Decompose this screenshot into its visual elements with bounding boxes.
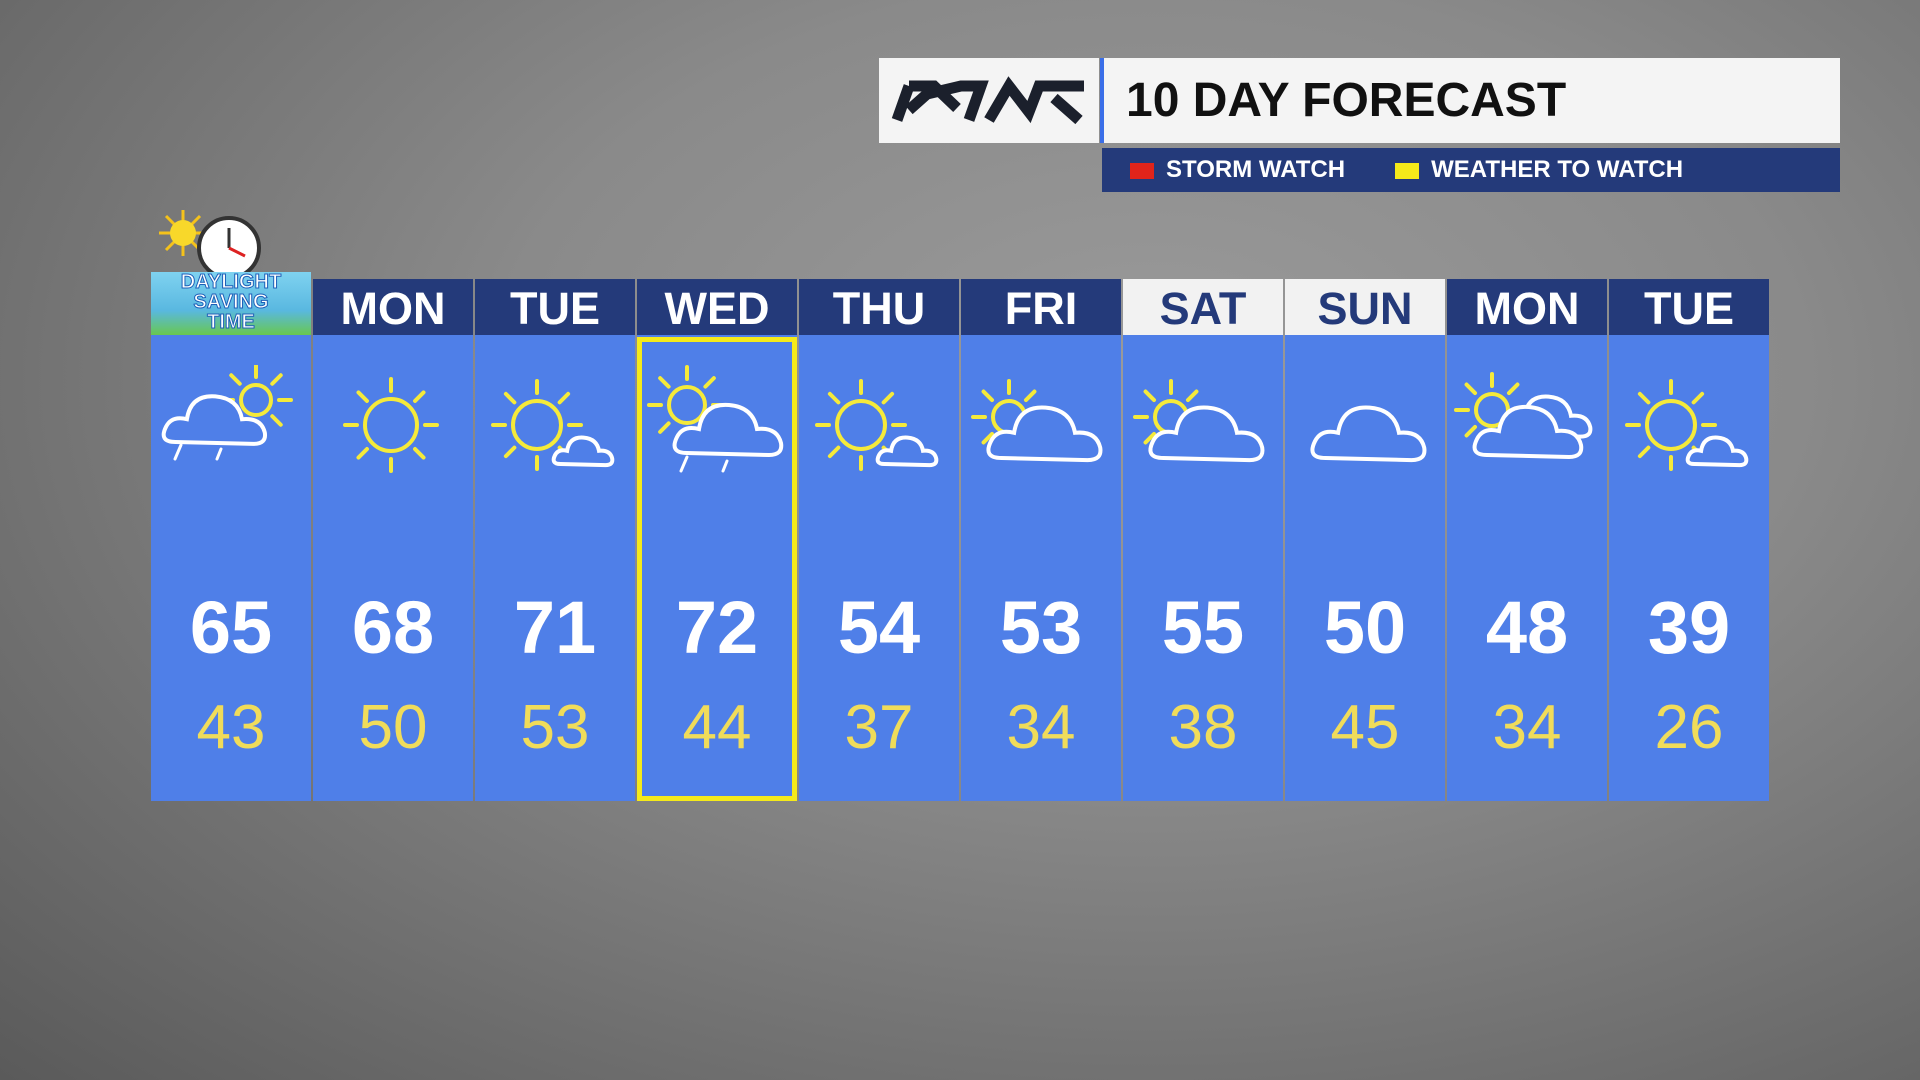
high-temp: 55	[1161, 586, 1245, 669]
low-temp: 38	[1168, 693, 1238, 762]
day-name: THU	[799, 279, 959, 335]
day-column: WED 72 44	[637, 279, 797, 801]
legend: STORM WATCH WEATHER TO WATCH	[1102, 148, 1840, 192]
low-temp: 53	[520, 693, 590, 762]
day-panel: 68 50	[313, 335, 473, 801]
weather-icon	[1133, 379, 1265, 463]
badge-art	[159, 210, 261, 280]
day-panel: 65 43	[151, 335, 311, 801]
high-temp: 48	[1485, 586, 1569, 669]
low-temp: 34	[1492, 693, 1562, 762]
high-temp: 72	[675, 586, 759, 669]
high-temp: 68	[351, 586, 435, 669]
legend-swatch	[1130, 162, 1154, 179]
day-panel: 50 45	[1285, 335, 1445, 801]
low-temp: 26	[1654, 693, 1724, 762]
high-temp: 53	[999, 586, 1083, 669]
day-column: SUN 50 45	[1285, 279, 1445, 801]
weather-icon	[1625, 379, 1749, 471]
weather-icon	[1310, 405, 1427, 463]
high-temp: 65	[189, 586, 273, 669]
kia-logo	[891, 76, 1084, 125]
high-temp: 71	[513, 586, 597, 669]
day-name: TUE	[1609, 279, 1769, 335]
day-panel: 71 53	[475, 335, 635, 801]
day-panel: 48 34	[1447, 335, 1607, 801]
badge: DAYLIGHT SAVING TIME	[151, 272, 311, 336]
legend-swatch	[1395, 162, 1420, 179]
day-panel: 54 37	[799, 335, 959, 801]
day-name: MON	[313, 279, 473, 335]
low-temp: 43	[196, 693, 266, 762]
title: 10 DAY FORECAST	[1100, 58, 1840, 143]
day-name: MON	[1447, 279, 1607, 335]
logo	[879, 58, 1099, 143]
weather-icon	[1454, 372, 1593, 460]
legend-item: WEATHER TO WATCH	[1395, 156, 1683, 184]
day-panel: 39 26	[1609, 335, 1769, 801]
high-temp: 54	[837, 586, 921, 669]
day-column: 65 43	[151, 279, 311, 801]
weather-icon	[161, 365, 293, 461]
legend-label: STORM WATCH	[1166, 156, 1346, 183]
badge-line: TIME	[207, 311, 256, 333]
day-name: TUE	[475, 279, 635, 335]
day-column: SAT 55 38	[1123, 279, 1283, 801]
day-name: SAT	[1123, 279, 1283, 335]
day-column: TUE 39 26	[1609, 279, 1769, 801]
day-name: FRI	[961, 279, 1121, 335]
low-temp: 37	[844, 693, 914, 762]
badge-line: DAYLIGHT	[180, 271, 282, 293]
low-temp: 44	[682, 693, 752, 762]
weather-icon	[971, 379, 1103, 463]
weather-icon	[647, 365, 784, 473]
day-column: MON 48 34	[1447, 279, 1607, 801]
day-column: TUE 71 53	[475, 279, 635, 801]
low-temp: 45	[1330, 693, 1400, 762]
day-name: WED	[637, 279, 797, 335]
legend-item: STORM WATCH	[1130, 156, 1345, 184]
high-temp: 50	[1323, 586, 1407, 669]
day-column: THU 54 37	[799, 279, 959, 801]
badge-line: SAVING	[193, 291, 269, 313]
legend-label: WEATHER TO WATCH	[1431, 156, 1684, 183]
high-temp: 39	[1647, 586, 1731, 669]
low-temp: 34	[1006, 693, 1076, 762]
low-temp: 50	[358, 693, 428, 762]
day-panel: 72 44	[637, 335, 797, 801]
day-name: SUN	[1285, 279, 1445, 335]
weather-icon	[343, 377, 439, 473]
weather-icon	[491, 379, 615, 471]
day-panel: 53 34	[961, 335, 1121, 801]
forecast: 65 43 MON 68 50 TUE 71 53 WED 72 44 THU 54 37 FRI 53 34 S…	[151, 279, 1769, 801]
weather-icon	[815, 379, 939, 471]
day-column: FRI 53 34	[961, 279, 1121, 801]
day-panel: 55 38	[1123, 335, 1283, 801]
day-column: MON 68 50	[313, 279, 473, 801]
